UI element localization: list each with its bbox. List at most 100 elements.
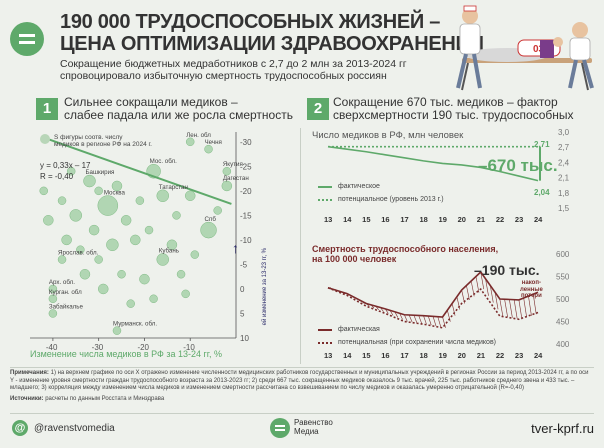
loss-hatch [427, 315, 432, 326]
accumulated-losses-annotation: накоп- ленные потери [520, 280, 543, 300]
loss-hatch [456, 296, 461, 310]
scatter-point [222, 167, 232, 176]
top-x-tick-label: 24 [534, 215, 543, 224]
scatter-point [94, 255, 103, 264]
loss-hatch [513, 299, 518, 319]
bottom-x-tick-label: 13 [324, 351, 332, 360]
loss-hatch [509, 299, 513, 318]
scatter-x-tick-label: -30 [92, 343, 104, 352]
loss-hatch [442, 316, 446, 328]
notes-text: 1) на верхнем графике по оси X отражено … [10, 370, 589, 391]
scatter-y-tick-label: -25 [240, 162, 252, 171]
scatter-point [94, 186, 103, 196]
scatter-point [106, 238, 119, 252]
regression-equation: y = 0,33x – 17 [40, 161, 91, 170]
top-x-tick-label: 16 [381, 215, 389, 224]
loss-hatch [523, 297, 527, 318]
scatter-point [111, 180, 123, 192]
scatter-point [76, 245, 85, 254]
scatter-point [48, 309, 58, 318]
scatter-gridlines [30, 132, 237, 339]
top-y-tick-label: 2,7 [558, 143, 570, 152]
scatter-point [69, 209, 82, 222]
bottom-x-tick-label: 22 [496, 351, 504, 360]
loss-hatch [437, 316, 442, 327]
bottom-chart-title-line-1: Смертность трудоспособного населения, [312, 244, 499, 254]
scatter-y-tick-label: 0 [240, 285, 245, 294]
scatter-point [176, 270, 186, 279]
scatter-point [117, 270, 126, 279]
scatter-x-axis-label: Изменение числа медиков в РФ за 13-24 гг… [30, 349, 222, 359]
bottom-x-tick-label: 16 [381, 351, 389, 360]
scatter-point [200, 221, 217, 239]
loss-hatch [518, 299, 523, 320]
subtitle-line-1: Сокращение бюджетных медработников с 2,7… [60, 58, 407, 70]
mortality-line-chart: 600 550 500 450 400 13 14 15 16 17 18 19 20 21 22 23 24 [324, 250, 570, 360]
region-label: Кубань [159, 248, 179, 255]
scatter-point [43, 215, 54, 226]
scatter-point [57, 255, 67, 264]
annotation-line-3: потери [521, 293, 542, 299]
scatter-chart: -30 -25 -20 -15 -10 -5 0 5 10 -40 -30 -20 -10 Лен. … [30, 132, 252, 352]
top-y-tick-label: 2,4 [558, 158, 570, 167]
scatter-point [156, 189, 169, 202]
bottom-legend-potential-swatch [318, 342, 332, 344]
bottom-legend-actual-swatch [318, 329, 332, 331]
section-1-number: 1 [36, 98, 58, 120]
region-label: Чечня [205, 139, 222, 146]
top-legend-actual-swatch [318, 186, 332, 188]
title-line-1: 190 000 ТРУДОСПОСОБНЫХ ЖИЗНЕЙ – [60, 11, 441, 33]
scatter-y-tick-label: -20 [240, 187, 252, 196]
scatter-y-tick-label: -5 [240, 260, 248, 269]
loss-hatch [480, 271, 485, 290]
scatter-point [79, 269, 91, 280]
bottom-legend-actual: фактическая [338, 326, 380, 333]
loss-hatch [408, 314, 413, 323]
scatter-trendline [47, 138, 232, 205]
section-1-heading-line-1: Сильнее сокращали медиков – [64, 95, 238, 109]
bottom-x-tick-label: 17 [400, 351, 408, 360]
top-legend-potential-swatch [318, 199, 332, 201]
title-line-2: ЦЕНА ОПТИМИЗАЦИИ ЗДРАВООХРАНЕНИЯ [60, 33, 484, 55]
region-label: Лен. обл [186, 132, 211, 139]
scatter-point [149, 294, 158, 303]
region-label: Спб [205, 216, 217, 223]
bottom-y-tick-label: 500 [556, 295, 570, 304]
top-legend-potential: потенциальное (уровень 2013 г.) [338, 196, 444, 203]
top-y-tick-label: 1,8 [558, 189, 570, 198]
series-actual-line [327, 145, 539, 182]
loss-hatch [528, 296, 532, 316]
region-label: Дагестан [223, 175, 249, 182]
brand-line-1: Равенство [294, 418, 333, 427]
top-x-tick-label: 23 [515, 215, 523, 224]
region-label: Арх. обл. [49, 279, 75, 286]
region-label: Мурманск. обл. [113, 321, 157, 328]
subtitle-line-2: спровоцировало избыточную смертность тру… [60, 70, 387, 82]
loss-hatch [532, 294, 537, 315]
top-end-potential-label: 2,71 [534, 140, 550, 149]
loss-hatch [418, 315, 422, 324]
loss-hatch [489, 285, 494, 303]
region-label: Курган. обл [49, 289, 82, 296]
series-potential-line [327, 287, 539, 329]
scatter-point [130, 234, 141, 246]
notes-block: Примечания: 1) на верхнем графике по оси… [10, 370, 594, 403]
bottom-x-tick-label: 21 [477, 351, 485, 360]
scatter-point [66, 167, 76, 176]
scatter-point [39, 186, 48, 196]
loss-hatch [423, 315, 427, 325]
top-chart-delta: –670 тыс. [478, 156, 558, 175]
social-handle[interactable]: @ravenstvomedia [34, 423, 115, 434]
scatter-point [181, 289, 190, 299]
paramedics-stretcher-illustration: 03 [456, 5, 594, 91]
bottom-x-tick-label: 19 [439, 351, 447, 360]
bottom-x-tick-label: 24 [534, 351, 543, 360]
loss-hatch [399, 313, 403, 320]
scatter-point [88, 224, 100, 236]
section-2-number: 2 [307, 98, 329, 120]
bottom-y-tick-label: 550 [556, 273, 570, 282]
section-2-heading-line-2: сверхсмертности 190 тыс. трудоспособных [333, 108, 574, 122]
sources-text: расчеты по данным Росстата и Минздрава [45, 395, 165, 402]
scatter-point [98, 283, 109, 295]
